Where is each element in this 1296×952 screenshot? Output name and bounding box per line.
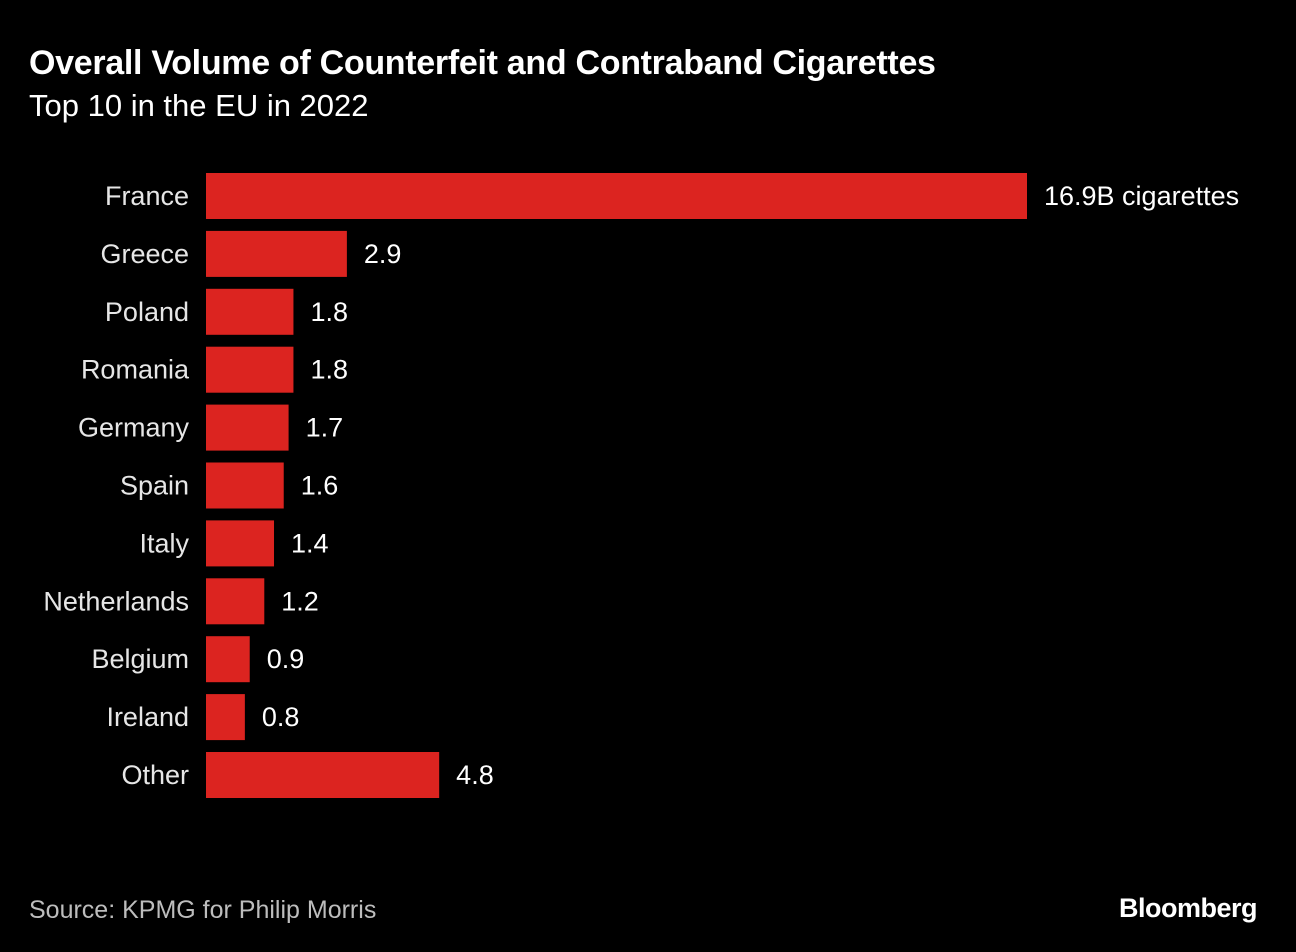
bar-belgium — [206, 636, 250, 683]
bloomberg-logo: Bloomberg — [1118, 893, 1258, 923]
bar-other — [206, 752, 440, 798]
bar-ireland — [206, 694, 245, 741]
source-note: Source: KPMG for Philip Morris — [29, 896, 377, 924]
chart-title: Overall Volume of Counterfeit and Contra… — [29, 44, 936, 82]
bar-romania — [206, 346, 294, 393]
value-label-germany: 1.7 — [306, 413, 344, 443]
value-label-poland: 1.8 — [310, 297, 348, 327]
category-label-spain: Spain — [120, 471, 189, 501]
category-label-poland: Poland — [105, 297, 189, 327]
value-label-italy: 1.4 — [291, 528, 329, 558]
chart-subtitle: Top 10 in the EU in 2022 — [29, 88, 369, 123]
bar-germany — [206, 404, 289, 451]
bar-italy — [206, 520, 275, 567]
category-label-ireland: Ireland — [106, 702, 189, 732]
category-label-italy: Italy — [139, 528, 189, 558]
value-label-france: 16.9B cigarettes — [1044, 181, 1239, 211]
value-label-belgium: 0.9 — [267, 644, 305, 674]
bar-greece — [206, 230, 347, 277]
value-label-netherlands: 1.2 — [281, 586, 319, 616]
bar-spain — [206, 462, 284, 509]
category-label-greece: Greece — [100, 239, 189, 269]
bar-poland — [206, 288, 294, 335]
category-label-netherlands: Netherlands — [43, 586, 189, 616]
category-label-belgium: Belgium — [91, 644, 189, 674]
value-label-greece: 2.9 — [364, 239, 402, 269]
value-label-ireland: 0.8 — [262, 702, 300, 732]
category-label-other: Other — [121, 760, 189, 790]
bar-netherlands — [206, 578, 265, 625]
value-label-spain: 1.6 — [301, 471, 339, 501]
category-label-france: France — [105, 181, 189, 211]
category-label-germany: Germany — [78, 413, 190, 443]
category-label-romania: Romania — [81, 355, 190, 385]
value-label-romania: 1.8 — [310, 355, 348, 385]
value-label-other: 4.8 — [456, 760, 494, 790]
bar-france — [206, 173, 1027, 219]
